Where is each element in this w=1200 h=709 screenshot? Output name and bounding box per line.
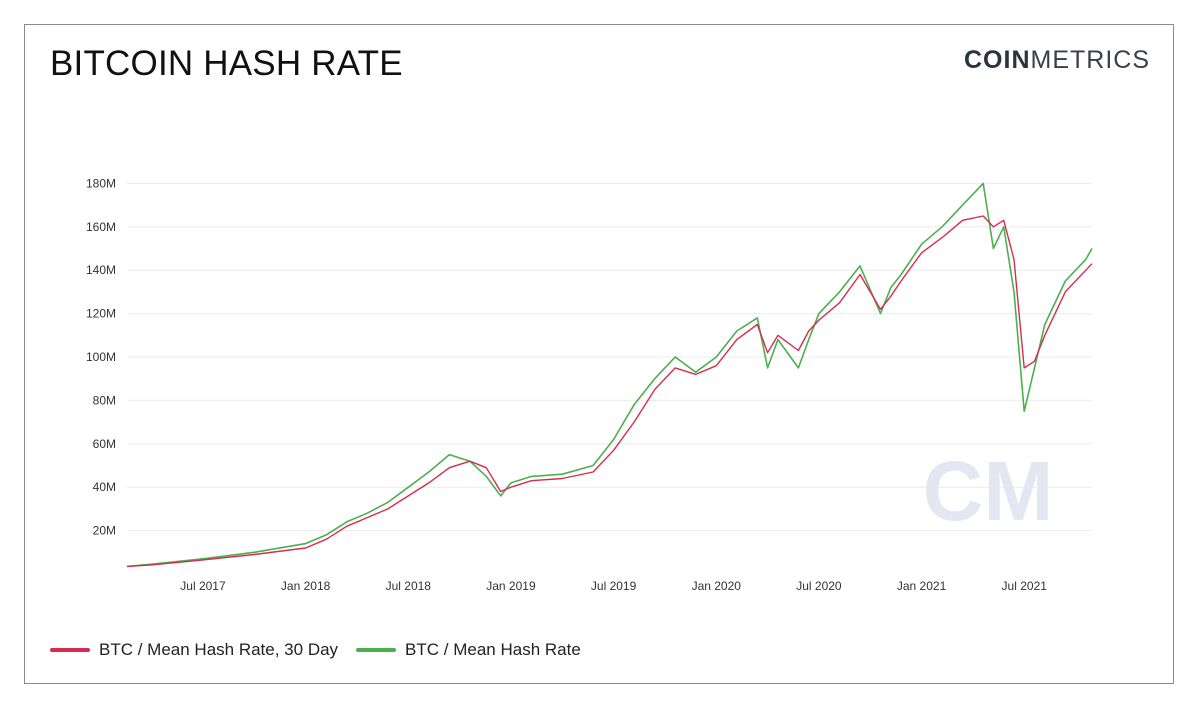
brand-logo: COINMETRICS xyxy=(964,46,1150,75)
series-group xyxy=(126,182,1093,568)
y-tick-label: 20M xyxy=(93,524,116,538)
y-axis: 20M 40M 60M 80M 100M 120M 140M 160M 180M xyxy=(86,176,116,537)
y-tick-label: 120M xyxy=(86,307,116,321)
brand-logo-bold: COIN xyxy=(964,46,1031,74)
x-tick-label: Jan 2020 xyxy=(692,579,742,593)
x-tick-label: Jan 2018 xyxy=(281,579,331,593)
legend: BTC / Mean Hash Rate, 30 Day BTC / Mean … xyxy=(50,640,581,660)
chart-frame xyxy=(24,24,1174,684)
x-tick-label: Jul 2020 xyxy=(796,579,842,593)
gridlines xyxy=(127,182,1092,532)
x-tick-label: Jul 2017 xyxy=(180,579,226,593)
x-tick-label: Jul 2018 xyxy=(386,579,432,593)
brand-logo-light: METRICS xyxy=(1030,46,1150,74)
y-tick-label: 160M xyxy=(86,220,116,234)
legend-label-daily: BTC / Mean Hash Rate xyxy=(405,640,581,659)
y-tick-label: 80M xyxy=(93,393,116,407)
y-tick-label: 140M xyxy=(86,263,116,277)
x-tick-label: Jan 2021 xyxy=(897,579,947,593)
legend-item-daily[interactable]: BTC / Mean Hash Rate xyxy=(356,640,581,660)
x-tick-label: Jul 2021 xyxy=(1002,579,1048,593)
y-tick-label: 60M xyxy=(93,437,116,451)
legend-swatch-30-day xyxy=(50,648,90,652)
y-tick-label: 180M xyxy=(86,176,116,190)
x-axis: Jul 2017 Jan 2018 Jul 2018 Jan 2019 Jul 2019… xyxy=(180,579,1047,593)
watermark-logo: CM xyxy=(923,444,1054,538)
x-tick-label: Jul 2019 xyxy=(591,579,637,593)
x-tick-label: Jan 2019 xyxy=(486,579,536,593)
series-line-mean-hash-rate-30-day xyxy=(126,215,1093,568)
y-tick-label: 100M xyxy=(86,350,116,364)
legend-label-30-day: BTC / Mean Hash Rate, 30 Day xyxy=(99,640,339,659)
y-tick-label: 40M xyxy=(93,480,116,494)
series-line-mean-hash-rate xyxy=(126,182,1093,568)
page-title: BITCOIN HASH RATE xyxy=(50,44,403,83)
legend-swatch-daily xyxy=(356,648,397,652)
legend-item-30-day[interactable]: BTC / Mean Hash Rate, 30 Day xyxy=(50,640,338,660)
